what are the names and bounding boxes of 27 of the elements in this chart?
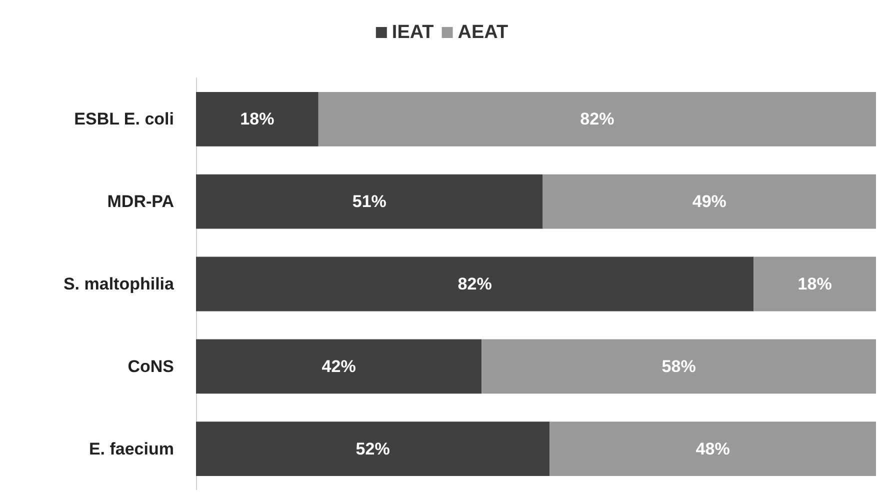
y-tick-label: ESBL E. coli — [74, 110, 174, 129]
data-label: 42% — [322, 356, 356, 376]
y-tick-label: E. faecium — [88, 439, 174, 458]
data-label: 52% — [356, 439, 390, 458]
data-label: 18% — [798, 274, 832, 294]
legend-label: AEAT — [458, 22, 508, 43]
y-tick-label: CoNS — [128, 356, 174, 376]
bar — [318, 92, 876, 146]
bar — [196, 92, 318, 146]
data-label: 48% — [696, 439, 730, 458]
bar — [482, 339, 876, 394]
bar — [196, 339, 482, 394]
data-label: 82% — [458, 274, 492, 294]
bar — [542, 174, 876, 229]
bar — [196, 256, 754, 312]
bar — [550, 422, 876, 476]
data-label: 49% — [692, 192, 726, 212]
bar — [196, 422, 550, 476]
data-label: 58% — [662, 356, 696, 376]
data-label: 51% — [352, 192, 386, 212]
bar — [196, 174, 543, 229]
bar — [754, 256, 876, 312]
y-tick-label: S. maltophilia — [63, 274, 175, 294]
legend-label: IEAT — [392, 22, 434, 43]
data-label: 82% — [580, 110, 614, 129]
data-label: 18% — [240, 110, 274, 129]
y-tick-label: MDR-PA — [107, 192, 174, 212]
